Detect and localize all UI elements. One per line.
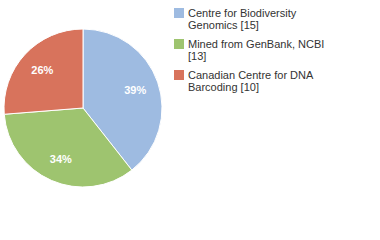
chart-root: 39% 34% 26% Centre for Biodiversity Genomi… <box>0 0 380 240</box>
legend-swatch <box>174 8 184 18</box>
legend-label: Centre for Biodiversity Genomics [15] <box>188 7 296 31</box>
pie-canvas: 39% 34% 26% <box>0 0 380 240</box>
pie-slice <box>4 29 83 114</box>
legend-item: Canadian Centre for DNA Barcoding [10] <box>174 69 338 93</box>
data-label: 39% <box>124 84 146 96</box>
legend: Centre for Biodiversity Genomics [15] Min… <box>174 7 338 100</box>
legend-label: Canadian Centre for DNA Barcoding [10] <box>188 69 313 93</box>
data-labels: 39% 34% 26% <box>31 64 146 164</box>
pie-slice <box>4 108 132 187</box>
legend-item: Centre for Biodiversity Genomics [15] <box>174 7 338 31</box>
legend-swatch <box>174 39 184 49</box>
data-label: 26% <box>31 64 53 76</box>
legend-item: Mined from GenBank, NCBI [13] <box>174 38 338 62</box>
legend-label: Mined from GenBank, NCBI [13] <box>188 38 324 62</box>
data-label: 34% <box>50 153 72 165</box>
slices <box>4 29 162 187</box>
legend-swatch <box>174 70 184 80</box>
